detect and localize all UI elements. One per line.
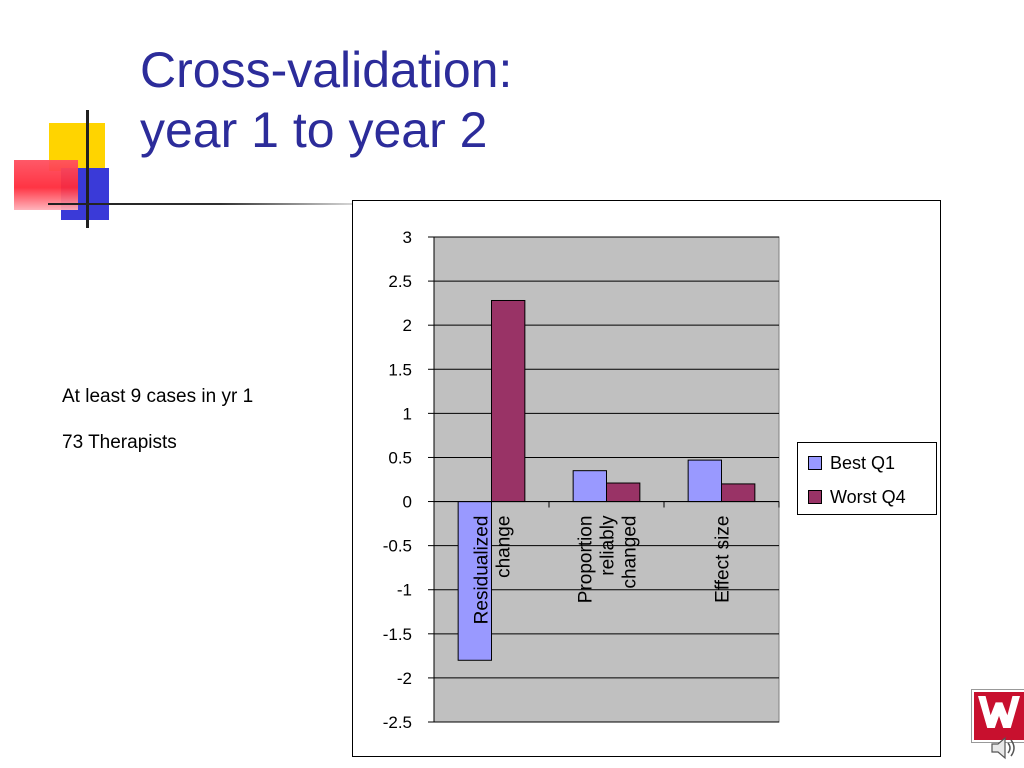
- bar-worst-q4-1: [606, 482, 641, 503]
- category-label-line: Effect size: [713, 516, 734, 603]
- category-label: Proportion reliably changed: [576, 515, 641, 603]
- y-tick-label: -2.5: [383, 713, 412, 732]
- note-therapists: 73 Therapists: [62, 432, 177, 453]
- category-label-line: Residualized: [472, 516, 493, 625]
- y-tick-label: 2.5: [388, 272, 412, 291]
- slide-title-line-2: year 1 to year 2: [140, 102, 488, 158]
- y-tick-label: -2: [397, 669, 412, 688]
- slide-title: Cross-validation: year 1 to year 2: [140, 40, 512, 160]
- category-label-line: change: [494, 516, 515, 578]
- category-label: Residualized change: [472, 516, 515, 625]
- y-tick-label: -1: [397, 581, 412, 600]
- axes: 3 2.5 2 1.5 1 0.5 0 -0.5 -1 -1.5 -2 -2.5: [383, 228, 780, 732]
- legend-item-best-q1: Best Q1: [808, 451, 895, 475]
- y-tick-label: 0: [403, 493, 412, 512]
- bar-best-q1-0: [457, 501, 492, 661]
- y-tick-label: -1.5: [383, 625, 412, 644]
- bars: [457, 299, 756, 661]
- y-tick-label: 1.5: [388, 360, 412, 379]
- y-tick-label: -0.5: [383, 537, 412, 556]
- legend-swatch-worst-q4: [808, 490, 822, 504]
- bar-worst-q4-0: [491, 299, 526, 503]
- category-labels: Residualized change Proportion reliably chan…: [472, 515, 734, 624]
- wisconsin-logo-icon: [972, 690, 1024, 742]
- decor-vertical-line: [86, 110, 89, 228]
- bar-best-q1-2: [687, 459, 723, 503]
- category-label-line: changed: [620, 516, 641, 589]
- gridlines: [434, 236, 779, 723]
- legend-swatch-best-q1: [808, 456, 822, 470]
- legend-label-best-q1: Best Q1: [830, 452, 896, 473]
- speaker-icon[interactable]: [989, 733, 1019, 763]
- y-tick-label: 1: [403, 404, 412, 423]
- y-tick-label: 2: [403, 316, 412, 335]
- y-tick-label: 0.5: [388, 448, 412, 467]
- legend-label-worst-q4: Worst Q4: [830, 486, 906, 507]
- bar-best-q1-1: [572, 470, 608, 503]
- legend-item-worst-q4: Worst Q4: [808, 485, 906, 509]
- bar-worst-q4-2: [721, 483, 756, 503]
- note-cases: At least 9 cases in yr 1: [62, 386, 254, 407]
- slide-title-line-1: Cross-validation:: [140, 42, 513, 98]
- chart-legend: Best Q1 Worst Q4: [797, 442, 937, 515]
- y-tick-label: 3: [403, 228, 412, 247]
- decor-horizontal-line: [48, 203, 360, 205]
- decor-red-square: [14, 160, 78, 210]
- category-label: Effect size: [713, 516, 734, 603]
- category-label-line: reliably: [598, 515, 619, 576]
- category-label-line: Proportion: [576, 516, 597, 604]
